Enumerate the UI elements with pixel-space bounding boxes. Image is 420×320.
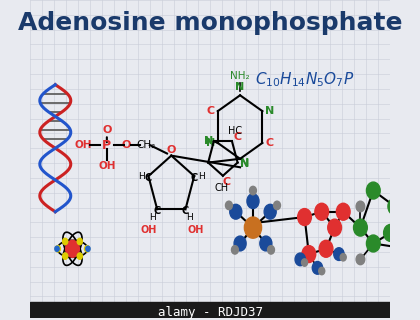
Circle shape	[247, 194, 259, 209]
Circle shape	[260, 236, 272, 251]
Text: C: C	[233, 132, 241, 142]
Text: H: H	[138, 172, 145, 180]
Circle shape	[302, 246, 316, 262]
Circle shape	[268, 246, 274, 254]
Bar	[29, 302, 391, 320]
Text: alamy - RDJD37: alamy - RDJD37	[158, 306, 262, 319]
Text: C: C	[154, 206, 161, 216]
Circle shape	[295, 253, 305, 266]
Circle shape	[302, 259, 307, 266]
Circle shape	[336, 203, 350, 220]
Circle shape	[328, 219, 341, 236]
Circle shape	[55, 246, 59, 252]
Circle shape	[66, 240, 79, 257]
Circle shape	[249, 186, 257, 195]
Circle shape	[410, 209, 420, 226]
Circle shape	[84, 246, 89, 252]
Circle shape	[401, 240, 415, 257]
Circle shape	[273, 201, 281, 210]
Circle shape	[264, 204, 276, 219]
Circle shape	[77, 253, 82, 259]
Text: C: C	[191, 173, 198, 183]
Circle shape	[356, 254, 365, 265]
Text: HC: HC	[228, 126, 241, 136]
Text: N: N	[240, 157, 249, 168]
Text: N: N	[204, 136, 213, 146]
Text: P: P	[102, 139, 111, 152]
Circle shape	[298, 209, 311, 226]
Text: C: C	[145, 173, 152, 183]
Text: OH: OH	[188, 225, 204, 236]
Text: OH: OH	[74, 140, 92, 150]
Text: H: H	[150, 213, 156, 222]
Circle shape	[244, 217, 262, 238]
Text: C: C	[265, 138, 273, 148]
Text: O: O	[121, 140, 131, 150]
Text: H: H	[198, 172, 205, 180]
Text: Adenosine monophosphate: Adenosine monophosphate	[18, 11, 402, 35]
Text: C: C	[182, 206, 189, 216]
Text: N: N	[236, 82, 245, 92]
Circle shape	[315, 203, 328, 220]
Circle shape	[319, 267, 325, 275]
Circle shape	[340, 253, 346, 261]
Text: C: C	[222, 177, 231, 187]
Text: H: H	[186, 213, 193, 222]
Text: N: N	[240, 159, 249, 169]
Circle shape	[416, 249, 420, 260]
Text: $C_{10}H_{14}N_5O_7P$: $C_{10}H_{14}N_5O_7P$	[255, 70, 354, 89]
Circle shape	[63, 253, 68, 259]
Circle shape	[354, 219, 368, 236]
Circle shape	[234, 236, 246, 251]
Text: OH: OH	[140, 225, 157, 236]
Circle shape	[230, 204, 242, 219]
Circle shape	[334, 248, 344, 260]
Circle shape	[366, 182, 380, 199]
Circle shape	[231, 246, 239, 254]
Circle shape	[319, 240, 333, 257]
Circle shape	[401, 177, 415, 194]
Circle shape	[55, 246, 60, 252]
Text: NH₂: NH₂	[230, 71, 250, 81]
Text: OH: OH	[98, 161, 116, 171]
Text: N: N	[206, 138, 215, 148]
Text: O: O	[167, 145, 176, 155]
Text: CH₂: CH₂	[137, 140, 156, 150]
Circle shape	[226, 201, 232, 210]
Circle shape	[356, 201, 365, 212]
Circle shape	[416, 217, 420, 228]
Circle shape	[388, 198, 402, 215]
Circle shape	[63, 238, 68, 244]
Text: C: C	[207, 106, 215, 116]
Circle shape	[86, 246, 90, 252]
Text: CH: CH	[214, 183, 228, 194]
Text: O: O	[102, 125, 112, 135]
Circle shape	[77, 238, 82, 244]
Text: N: N	[265, 106, 274, 116]
Circle shape	[312, 261, 323, 274]
Circle shape	[366, 235, 380, 252]
Circle shape	[383, 224, 397, 241]
